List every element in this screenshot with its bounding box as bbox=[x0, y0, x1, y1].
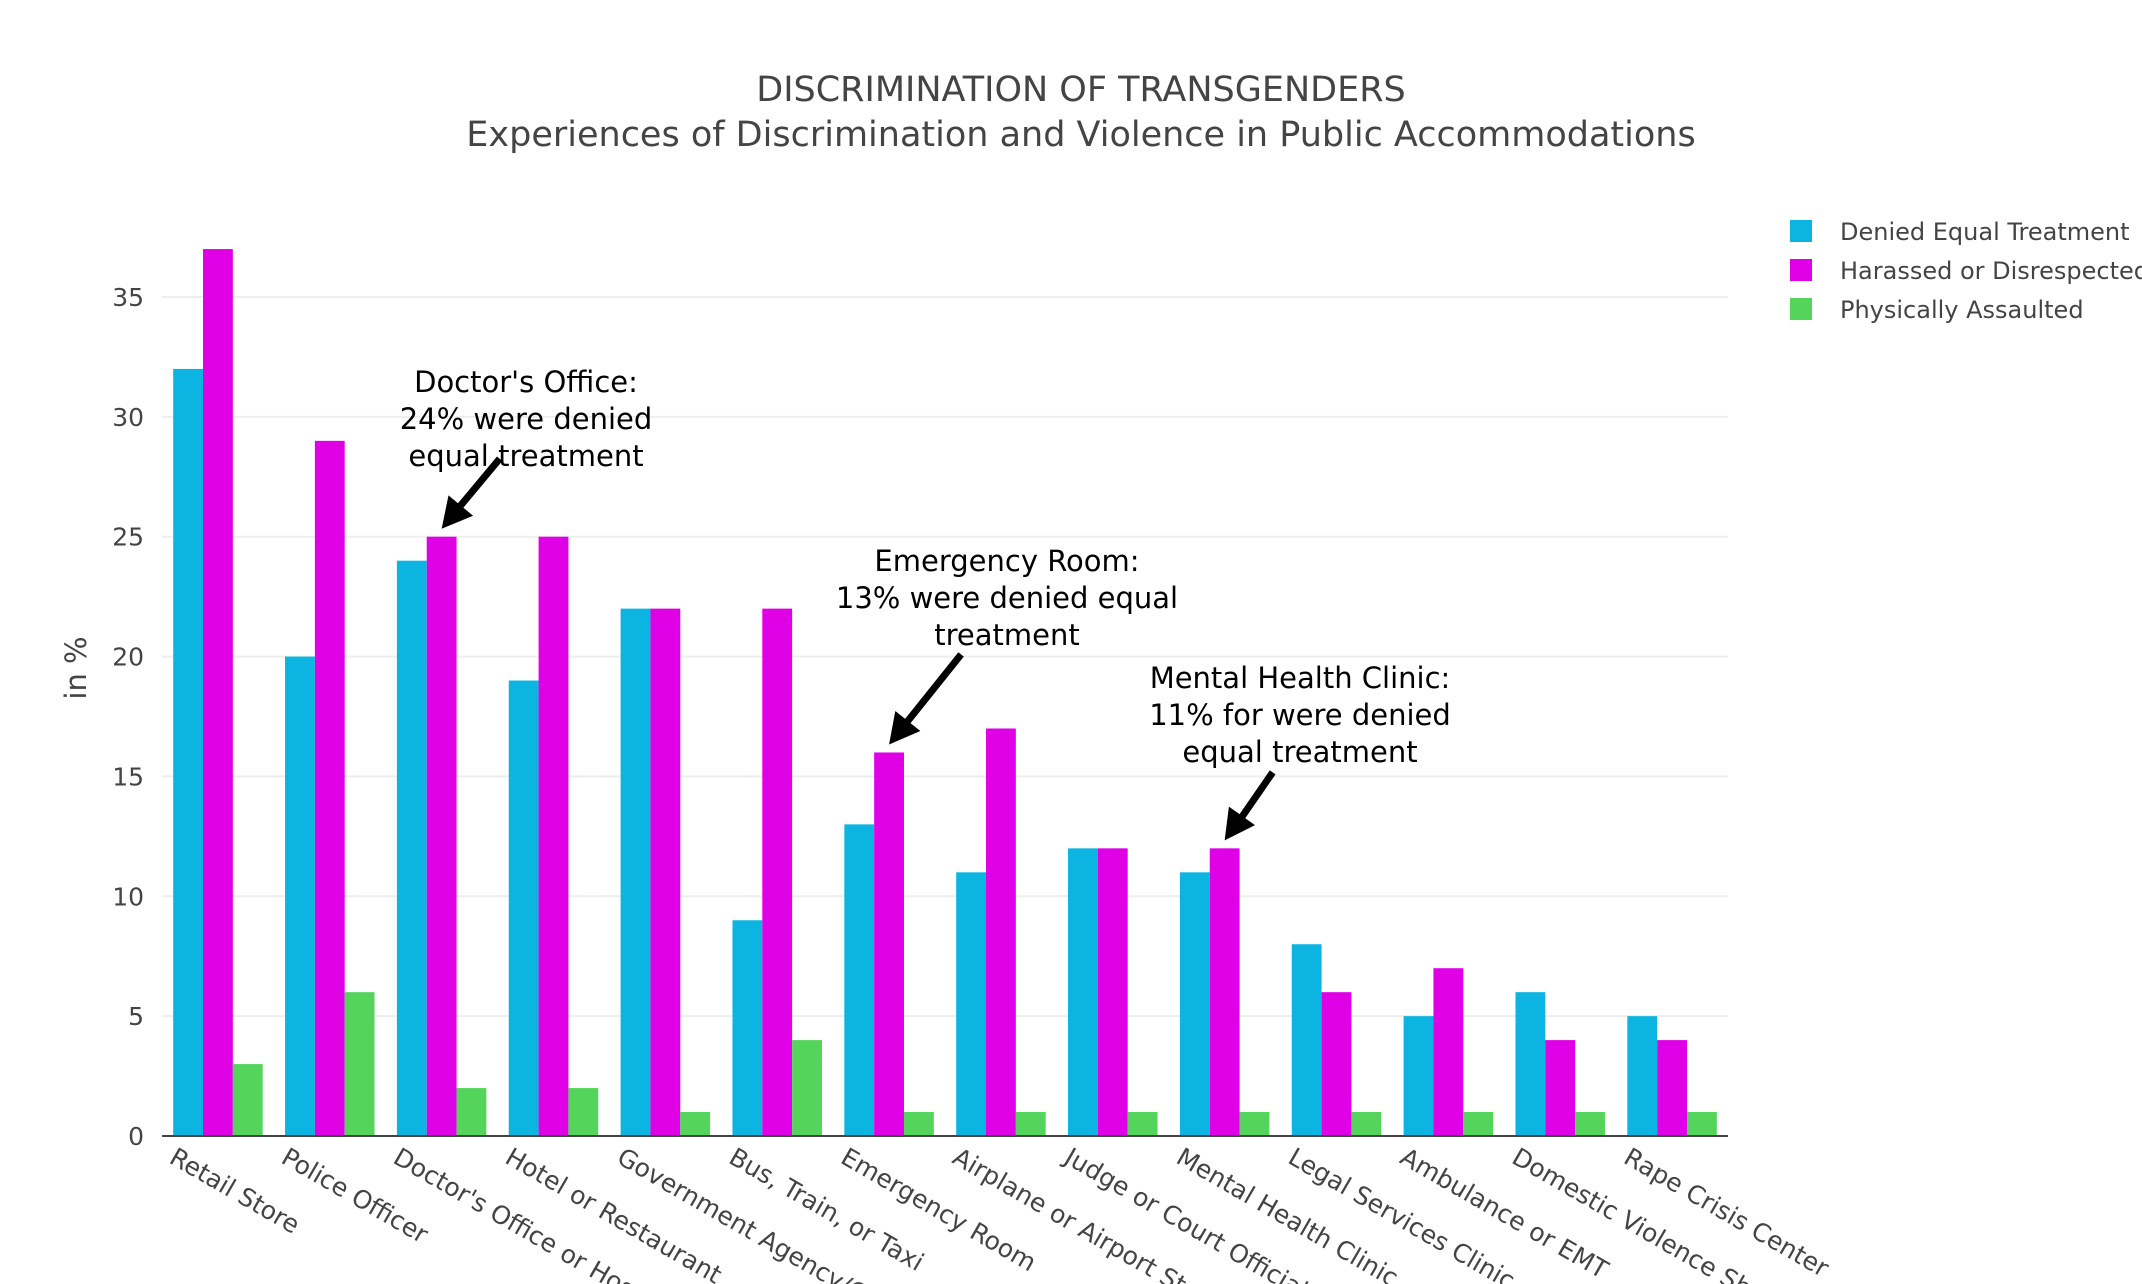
bar[interactable] bbox=[344, 992, 375, 1136]
legend-label: Physically Assaulted bbox=[1840, 296, 2084, 324]
annotation-arrowhead bbox=[1224, 806, 1255, 841]
bar[interactable] bbox=[232, 1064, 263, 1136]
bar[interactable] bbox=[1463, 1112, 1494, 1136]
legend-item[interactable]: Harassed or Disrespected bbox=[1790, 257, 2142, 285]
bar[interactable] bbox=[1686, 1112, 1717, 1136]
annotation-arrowhead bbox=[889, 711, 921, 745]
annotation-text: treatment bbox=[934, 618, 1079, 652]
legend-label: Denied Equal Treatment bbox=[1840, 218, 2130, 246]
bar[interactable] bbox=[874, 752, 904, 1136]
annotation-text: equal treatment bbox=[408, 439, 643, 473]
bar[interactable] bbox=[732, 920, 763, 1136]
bar[interactable] bbox=[680, 1112, 711, 1136]
y-tick-label: 35 bbox=[112, 283, 144, 312]
y-tick-label: 25 bbox=[112, 523, 144, 552]
annotation-text: Mental Health Clinic: bbox=[1150, 661, 1451, 695]
annotation-text: equal treatment bbox=[1182, 735, 1417, 769]
y-tick-label: 5 bbox=[128, 1002, 144, 1031]
annotation-text: 24% were denied bbox=[400, 402, 653, 436]
bar[interactable] bbox=[285, 656, 315, 1136]
bar[interactable] bbox=[1321, 992, 1352, 1136]
bar[interactable] bbox=[1239, 1112, 1270, 1136]
bar[interactable] bbox=[792, 1040, 822, 1136]
bar[interactable] bbox=[1627, 1016, 1658, 1136]
legend[interactable]: Denied Equal Treatment Harassed or Disres… bbox=[1790, 218, 2142, 324]
bar[interactable] bbox=[1351, 1112, 1382, 1136]
legend-swatch bbox=[1790, 259, 1812, 281]
bar[interactable] bbox=[538, 536, 569, 1136]
bar[interactable] bbox=[1097, 848, 1128, 1136]
y-axis: 0 5 10 15 20 25 30 35 bbox=[112, 283, 144, 1151]
bar[interactable] bbox=[1403, 1016, 1434, 1136]
bar[interactable] bbox=[844, 824, 875, 1136]
bar[interactable] bbox=[456, 1088, 487, 1136]
bar[interactable] bbox=[1545, 1040, 1576, 1136]
annotation-text: 11% for were denied bbox=[1149, 698, 1451, 732]
bar[interactable] bbox=[508, 680, 539, 1136]
bar[interactable] bbox=[1127, 1112, 1158, 1136]
bar[interactable] bbox=[903, 1112, 934, 1136]
chart-subtitle: Experiences of Discrimination and Violen… bbox=[466, 115, 1695, 155]
bar[interactable] bbox=[986, 728, 1016, 1136]
annotation-text: Emergency Room: bbox=[874, 544, 1139, 578]
y-tick-label: 10 bbox=[112, 882, 144, 911]
chart-title: DISCRIMINATION OF TRANSGENDERS bbox=[756, 70, 1406, 110]
bar[interactable] bbox=[1209, 848, 1240, 1136]
bar[interactable] bbox=[650, 608, 681, 1136]
annotation-text: 13% were denied equal bbox=[836, 581, 1178, 615]
bar[interactable] bbox=[568, 1088, 599, 1136]
y-tick-label: 20 bbox=[112, 643, 144, 672]
bar[interactable] bbox=[173, 368, 204, 1136]
bar[interactable] bbox=[426, 536, 457, 1136]
bar[interactable] bbox=[1179, 872, 1210, 1136]
bar[interactable] bbox=[1657, 1040, 1687, 1136]
legend-swatch bbox=[1790, 298, 1812, 320]
annotation-text: Doctor's Office: bbox=[414, 365, 638, 399]
bar[interactable] bbox=[1575, 1112, 1605, 1136]
y-tick-label: 0 bbox=[128, 1122, 144, 1151]
y-tick-label: 15 bbox=[112, 762, 144, 791]
bar[interactable] bbox=[1068, 848, 1098, 1136]
bar[interactable] bbox=[314, 440, 345, 1137]
bar[interactable] bbox=[1291, 944, 1322, 1136]
legend-swatch bbox=[1790, 220, 1812, 242]
bar[interactable] bbox=[1515, 992, 1546, 1136]
legend-label: Harassed or Disrespected bbox=[1840, 257, 2142, 285]
bar[interactable] bbox=[1015, 1112, 1046, 1136]
legend-item[interactable]: Denied Equal Treatment bbox=[1790, 218, 2130, 246]
bar[interactable] bbox=[1433, 968, 1464, 1136]
legend-item[interactable]: Physically Assaulted bbox=[1790, 296, 2084, 324]
bar[interactable] bbox=[762, 608, 793, 1136]
y-axis-title: in % bbox=[59, 636, 93, 699]
bar[interactable] bbox=[620, 608, 651, 1136]
bars bbox=[173, 249, 1717, 1137]
y-tick-label: 30 bbox=[112, 403, 144, 432]
bar[interactable] bbox=[396, 560, 427, 1136]
bar[interactable] bbox=[956, 872, 987, 1136]
annotation-arrowhead bbox=[441, 495, 474, 529]
bar[interactable] bbox=[203, 249, 233, 1136]
